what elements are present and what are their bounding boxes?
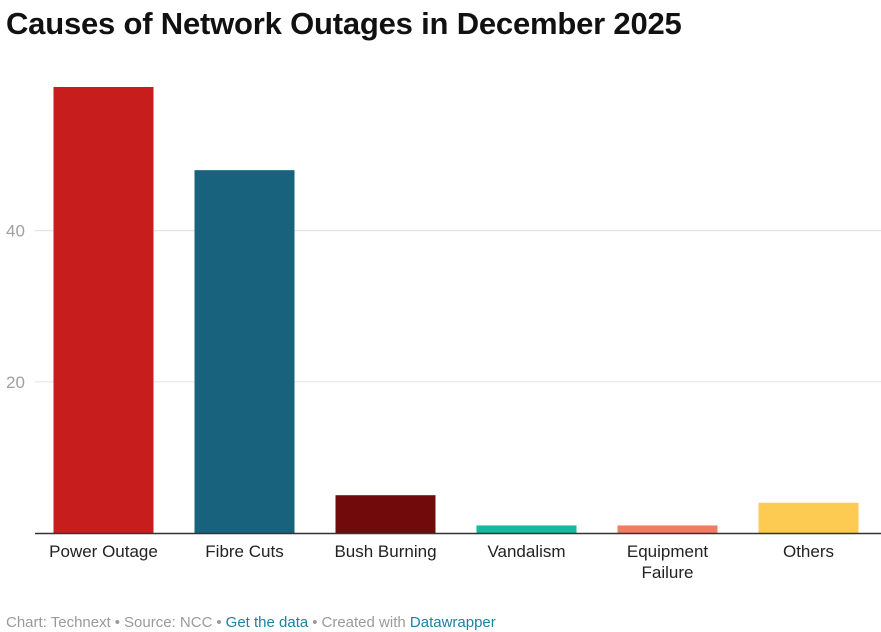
chart-footer: Chart: Technext • Source: NCC • Get the data…	[6, 614, 496, 632]
x-category-label: Bush Burning	[334, 542, 436, 561]
bar-vandalism[interactable]	[476, 525, 577, 533]
x-category-label: Power Outage	[49, 542, 158, 561]
footer-separator: •	[114, 614, 121, 631]
chart-title: Causes of Network Outages in December 20…	[6, 6, 682, 41]
source-credit: Source: NCC	[124, 614, 213, 631]
bar-equipment-failure[interactable]	[617, 525, 718, 533]
x-category-label: Others	[783, 542, 834, 561]
bar-others[interactable]	[758, 502, 859, 533]
x-category-label: Equipment Failure	[627, 542, 709, 582]
x-category-label: Vandalism	[487, 542, 565, 561]
bars	[53, 87, 859, 534]
x-category-label: Fibre Cuts	[205, 542, 283, 561]
footer-separator: •	[216, 614, 222, 631]
bar-bush-burning[interactable]	[335, 495, 436, 533]
y-tick-label: 40	[6, 222, 25, 241]
get-data-link[interactable]: Get the data	[225, 614, 309, 631]
bar-power-outage[interactable]	[53, 87, 154, 533]
bar-fibre-cuts[interactable]	[194, 170, 295, 534]
chart-credit: Chart: Technext	[6, 614, 111, 631]
datawrapper-link[interactable]: Datawrapper	[409, 614, 496, 631]
created-with-text: Created with	[321, 614, 406, 631]
category-labels: Power Outage Fibre Cuts Bush Burning Vandal…	[49, 542, 834, 582]
y-tick-label: 20	[6, 373, 25, 392]
footer-separator: •	[312, 614, 318, 631]
